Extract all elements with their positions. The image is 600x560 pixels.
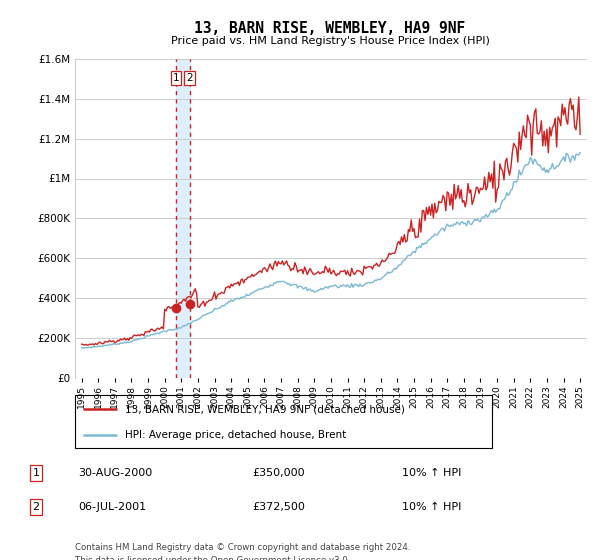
Text: 2: 2 <box>32 502 40 512</box>
Bar <box>176 59 190 378</box>
Text: 06-JUL-2001: 06-JUL-2001 <box>78 502 146 512</box>
Text: 10% ↑ HPI: 10% ↑ HPI <box>402 468 461 478</box>
Text: 30-AUG-2000: 30-AUG-2000 <box>78 468 152 478</box>
Text: 13, BARN RISE, WEMBLEY, HA9 9NF: 13, BARN RISE, WEMBLEY, HA9 9NF <box>194 21 466 36</box>
Text: 1: 1 <box>32 468 40 478</box>
Text: 2: 2 <box>186 73 193 83</box>
Text: 1: 1 <box>172 73 179 83</box>
Text: 10% ↑ HPI: 10% ↑ HPI <box>402 502 461 512</box>
Text: 13, BARN RISE, WEMBLEY, HA9 9NF (detached house): 13, BARN RISE, WEMBLEY, HA9 9NF (detache… <box>125 404 405 414</box>
Text: Contains HM Land Registry data © Crown copyright and database right 2024.
This d: Contains HM Land Registry data © Crown c… <box>75 543 410 560</box>
Text: £350,000: £350,000 <box>252 468 305 478</box>
Text: £372,500: £372,500 <box>252 502 305 512</box>
Text: HPI: Average price, detached house, Brent: HPI: Average price, detached house, Bren… <box>125 430 346 440</box>
Text: Price paid vs. HM Land Registry's House Price Index (HPI): Price paid vs. HM Land Registry's House … <box>170 36 490 46</box>
